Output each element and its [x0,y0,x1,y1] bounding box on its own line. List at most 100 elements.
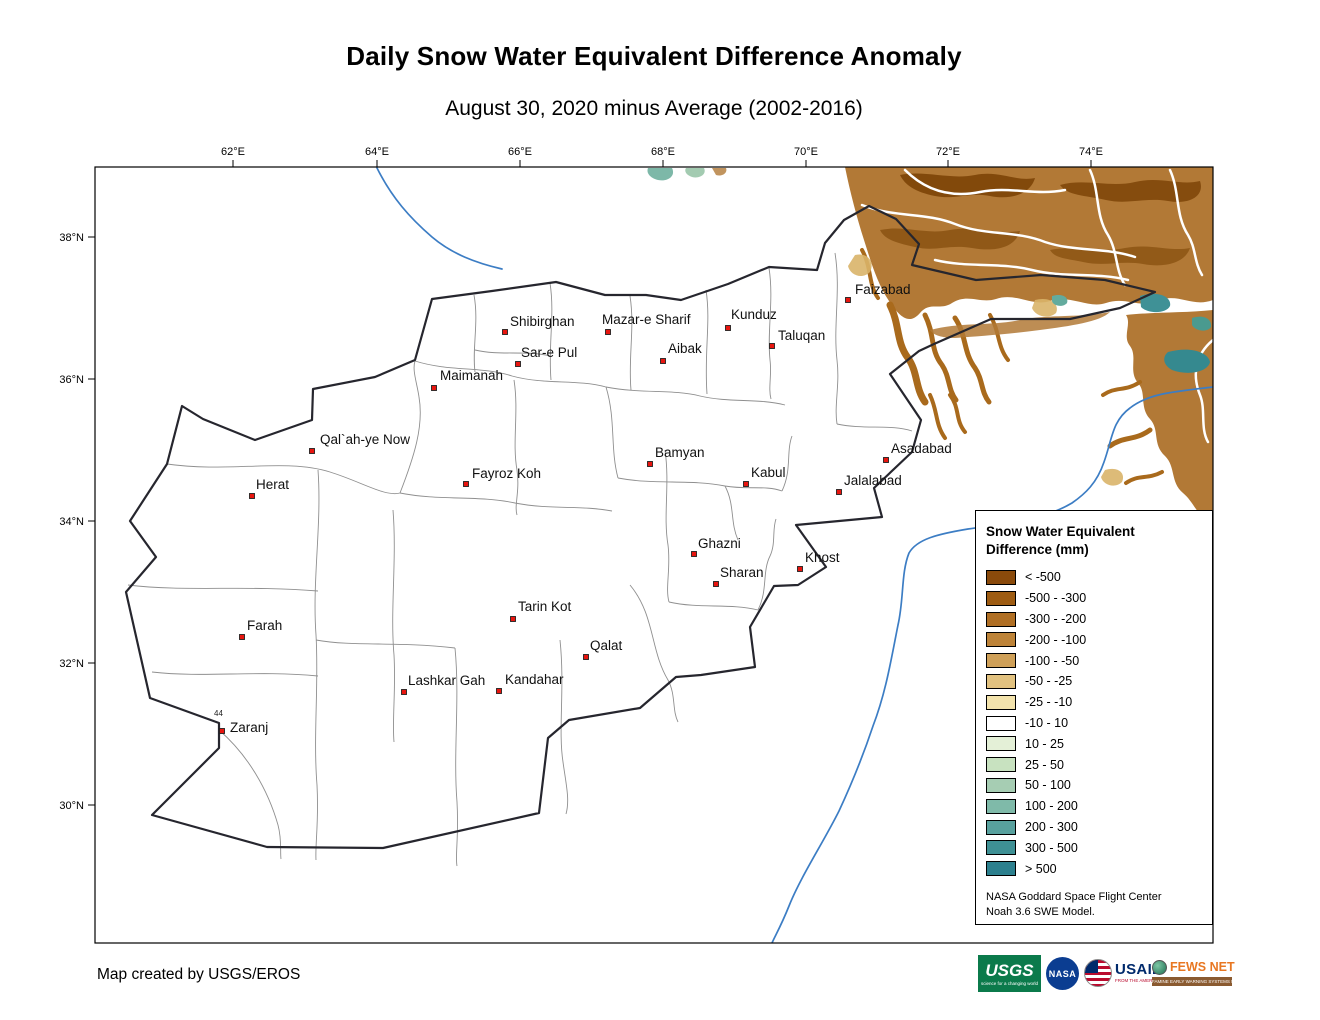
legend-entry: 100 - 200 [986,796,1202,817]
legend-label: -25 - -10 [1025,695,1073,710]
mountain-arm [922,312,959,403]
lat-tick-label: 30°N [59,800,84,812]
mountain-arm [1107,427,1153,449]
legend-label: 100 - 200 [1025,799,1078,814]
legend-entry: -25 - -10 [986,692,1202,713]
anomaly-light-patch [1101,468,1124,486]
city-marker [496,688,502,694]
page-subtitle: August 30, 2020 minus Average (2002-2016… [445,97,863,120]
city-marker [219,728,225,734]
lon-tick-label: 62°E [221,146,245,158]
fewsnet-logo-text: FEWS NET [1170,960,1235,974]
lat-tick-label: 38°N [59,232,84,244]
legend-label: < -500 [1025,570,1061,585]
city-label: Kandahar [505,672,564,687]
lat-tick-label: 32°N [59,658,84,670]
anomaly-light-patch [1032,298,1057,317]
city-label: Shibirghan [510,314,575,329]
city-marker [691,551,697,557]
lon-tick-label: 66°E [508,146,532,158]
city-marker [463,481,469,487]
legend-label: -50 - -25 [1025,674,1073,689]
usaid-logo-tagline: FROM THE AMERICAN PEOPLE [1115,978,1183,983]
legend-label: 25 - 50 [1025,757,1064,772]
city-label: Sharan [720,565,764,580]
legend-label: -200 - -100 [1025,632,1087,647]
anomaly-positive-region [647,168,674,181]
anomaly-positive-region [1164,349,1210,373]
city-label: Jalalabad [844,473,902,488]
small-map-label: 44 [214,709,223,718]
city-label: Lashkar Gah [408,673,485,688]
graticule: 62°E 64°E 66°E 68°E 70°E 72°E 74°E 38°N 36°N 34°N… [59,146,1103,812]
usgs-logo: USGS science for a changing world [978,955,1041,992]
city-label: Fayroz Koh [472,466,541,481]
legend-label: -500 - -300 [1025,591,1087,606]
legend-entry: < -500 [986,567,1202,588]
city-label: Aibak [668,341,702,356]
legend-entry: -100 - -50 [986,650,1202,671]
mountain-arm [886,301,929,406]
legend-entry: 25 - 50 [986,754,1202,775]
city-label: Kunduz [731,307,777,322]
map-credit: Map created by USGS/EROS [97,966,301,983]
anomaly-negative-region [845,167,1213,320]
lon-tick-label: 68°E [651,146,675,158]
city-label: Ghazni [698,536,741,551]
anomaly-light-patch [848,254,872,277]
legend-note-line1: NASA Goddard Space Flight Center [986,891,1162,904]
legend-entry: 50 - 100 [986,775,1202,796]
map-frame [94,166,1214,944]
legend-label: -300 - -200 [1025,612,1087,627]
legend-label: 50 - 100 [1025,778,1071,793]
legend-swatch [986,861,1016,877]
city-marker [743,481,749,487]
city-label: Faizabad [855,282,911,297]
globe-icon [1152,960,1167,975]
legend-swatch [986,798,1016,814]
usaid-flag-icon [1084,959,1112,987]
city-label: Qal`ah-ye Now [320,432,410,447]
city-label: Taluqan [778,328,825,343]
city-marker [660,358,666,364]
city-label: Asadabad [891,441,952,456]
city-marker [510,616,516,622]
legend-title-line2: Difference (mm) [986,541,1089,557]
city-marker [583,654,589,660]
legend-entry: -500 - -300 [986,588,1202,609]
legend-title: Snow Water Equivalent Difference (mm) [986,523,1202,558]
city-label: Zaranj [230,720,268,735]
city-marker [431,385,437,391]
city-label: Khost [805,550,840,565]
legend-label: 200 - 300 [1025,820,1078,835]
river [376,167,503,270]
legend-entry: > 500 [986,858,1202,879]
legend-entry: -300 - -200 [986,609,1202,630]
legend-swatch [986,736,1016,752]
city-label: Bamyan [655,445,705,460]
legend-note-line2: Noah 3.6 SWE Model. [986,905,1095,918]
rivers-layer [376,167,1213,943]
lat-tick-label: 36°N [59,374,84,386]
city-marker [239,634,245,640]
lat-tick-label: 34°N [59,516,84,528]
legend-entry: 300 - 500 [986,837,1202,858]
legend-label: -100 - -50 [1025,653,1080,668]
city-label: Maimanah [440,368,503,383]
lon-tick-label: 64°E [365,146,389,158]
anomaly-negative-region [712,168,727,176]
legend-swatch [986,715,1016,731]
mountain-arm [948,393,967,434]
valley-streak [860,203,1137,259]
city-marker [647,461,653,467]
legend-title-line1: Snow Water Equivalent [986,524,1135,539]
usgs-logo-tagline: science for a changing world [980,980,1039,986]
city-label: Kabul [751,465,786,480]
valley-streak [1168,168,1204,277]
legend-entry: 200 - 300 [986,817,1202,838]
lon-tick-label: 72°E [936,146,960,158]
anomaly-positive-region [1140,293,1171,313]
